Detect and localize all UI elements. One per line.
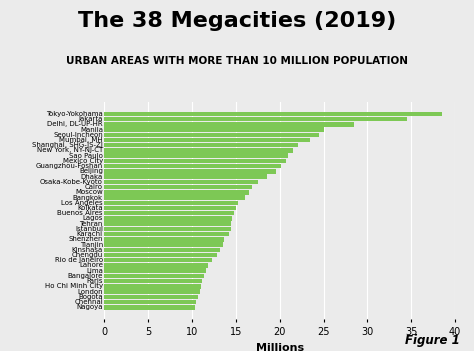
Bar — [104, 164, 282, 168]
Bar — [104, 127, 323, 132]
Bar — [104, 143, 298, 147]
Bar — [104, 300, 196, 304]
Bar — [104, 289, 200, 294]
Bar — [104, 200, 237, 205]
Bar — [104, 153, 288, 158]
Bar — [104, 185, 253, 189]
X-axis label: Millions: Millions — [255, 343, 304, 351]
Bar — [104, 227, 230, 231]
Bar — [104, 284, 201, 289]
Bar — [104, 258, 212, 263]
Bar — [104, 242, 223, 247]
Text: The 38 Megacities (2019): The 38 Megacities (2019) — [78, 11, 396, 31]
Text: Figure 1: Figure 1 — [405, 335, 460, 347]
Bar — [104, 279, 201, 283]
Bar — [104, 122, 354, 127]
Bar — [104, 247, 220, 252]
Bar — [104, 112, 442, 116]
Bar — [104, 263, 208, 268]
Bar — [104, 253, 217, 257]
Bar — [104, 232, 229, 236]
Bar — [104, 190, 249, 194]
Bar — [104, 117, 407, 121]
Bar — [104, 269, 206, 273]
Bar — [104, 237, 224, 241]
Bar — [104, 159, 286, 163]
Bar — [104, 138, 310, 142]
Bar — [104, 180, 258, 184]
Bar — [104, 195, 245, 200]
Bar — [104, 274, 204, 278]
Bar — [104, 211, 234, 216]
Text: URBAN AREAS WITH MORE THAN 10 MILLION POPULATION: URBAN AREAS WITH MORE THAN 10 MILLION PO… — [66, 56, 408, 66]
Bar — [104, 216, 232, 221]
Bar — [104, 148, 293, 153]
Bar — [104, 133, 319, 137]
Bar — [104, 294, 198, 299]
Bar — [104, 174, 267, 179]
Bar — [104, 305, 195, 310]
Bar — [104, 206, 236, 210]
Bar — [104, 169, 276, 174]
Bar — [104, 221, 231, 226]
